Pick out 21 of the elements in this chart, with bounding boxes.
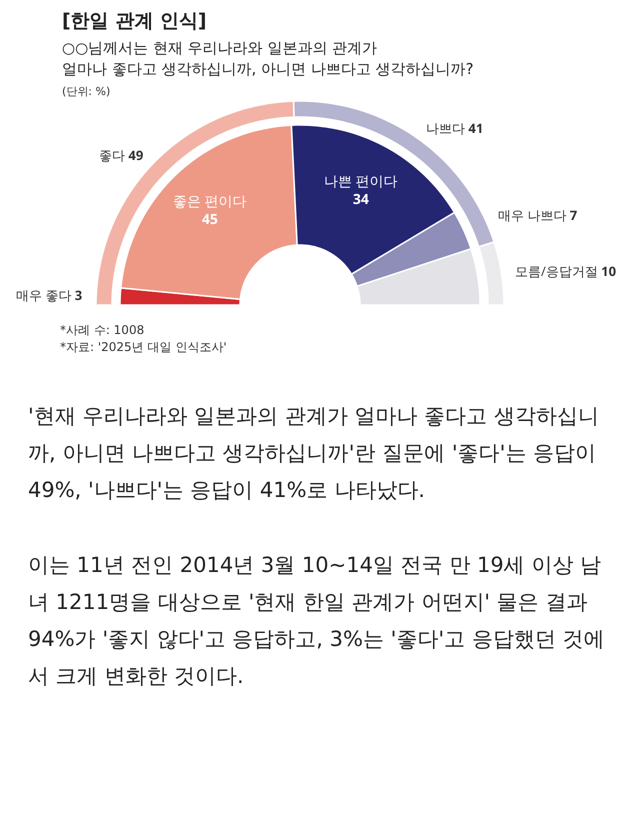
text: *사례 수: 1008	[60, 322, 144, 339]
slice-label: 나쁜 편이다	[324, 172, 398, 191]
slice-label: 매우 좋다	[16, 286, 72, 304]
text: (단위: %)	[62, 84, 110, 99]
slice-label: 나쁘다	[426, 119, 465, 137]
text: 이는 11년 전인 2014년 3월 10~14일 전국 만 19세 이상 남녀 1211명을 대상으로 '현재 한일 관계가 어떤지' 물은 결과 94%가 '좋지 않다'고 응답하고, 3%는 '좋다'고 응답했던 것에서 크게 변화한 것이다.	[28, 552, 606, 690]
data-label: 34	[352, 190, 369, 210]
slice-label: 모름/응답거절	[515, 262, 598, 280]
data-label: 3	[74, 286, 82, 304]
data-label: 49	[128, 146, 144, 164]
slice-label: 좋다	[99, 146, 125, 164]
chart-subtitle: ○○님께서는 현재 우리나라와 일본과의 관계가 얼마나 좋다고 생각하십니까, 아니면 나쁘다고 생각하십니까?	[62, 38, 474, 80]
data-label: 10	[601, 262, 616, 280]
slice-label: 좋은 편이다	[173, 192, 247, 211]
data-label: 45	[202, 210, 218, 230]
data-label: 7	[570, 206, 578, 224]
text: *자료: '2025년 대일 인식조사'	[60, 339, 227, 356]
slice-label: 매우 나쁘다	[498, 206, 566, 224]
data-label: 41	[468, 119, 484, 137]
text: '현재 우리나라와 일본과의 관계가 얼마나 좋다고 생각하십니까, 아니면 나쁘다고 생각하십니까'란 질문에 '좋다'는 응답이 49%, '나쁘다'는 응답이 41%로 나타났다.	[28, 403, 600, 504]
chart-title: [한일 관계 인식]	[62, 9, 207, 34]
